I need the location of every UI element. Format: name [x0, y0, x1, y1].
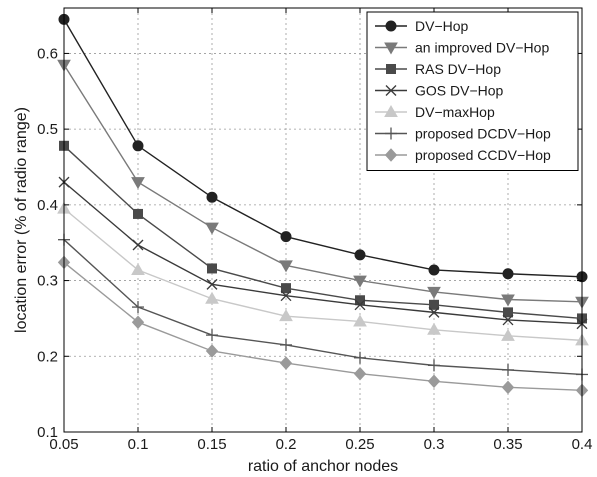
data-point [131, 262, 145, 275]
data-point [502, 268, 514, 280]
legend-label: RAS DV−Hop [415, 61, 501, 77]
legend-item: proposed CCDV−Hop [375, 147, 551, 163]
data-point [353, 314, 367, 327]
data-point [132, 239, 144, 251]
y-tick-label: 0.3 [37, 273, 58, 290]
x-axis-label: ratio of anchor nodes [248, 458, 398, 475]
series-line [63, 239, 583, 376]
data-point [132, 301, 144, 314]
data-point [280, 290, 292, 302]
y-tick-label: 0.6 [37, 45, 58, 62]
series-line [63, 181, 583, 325]
data-point [428, 264, 440, 276]
data-point [353, 275, 367, 288]
legend-marker [385, 85, 397, 96]
legend-label: an improved DV−Hop [415, 40, 549, 56]
data-point [280, 231, 292, 243]
data-point [501, 294, 515, 307]
legend-marker [386, 64, 396, 74]
series-line [63, 208, 583, 342]
data-point [502, 314, 514, 326]
legend-box [366, 11, 579, 171]
series-6 [57, 255, 589, 398]
legend-item: an improved DV−Hop [375, 40, 549, 56]
data-point [206, 329, 218, 342]
data-point [354, 299, 366, 311]
x-tick-label: 0.05 [49, 436, 78, 453]
legend-label: proposed CCDV−Hop [415, 147, 551, 163]
series-line [63, 145, 583, 320]
data-point [502, 363, 514, 376]
data-point [354, 249, 366, 261]
data-point [355, 295, 365, 306]
data-point [131, 315, 145, 329]
legend-item: RAS DV−Hop [375, 61, 501, 77]
y-tick-label: 0.5 [37, 121, 58, 138]
data-point [205, 222, 219, 235]
data-point [354, 351, 366, 364]
x-tick-label: 0.2 [276, 436, 297, 453]
data-point [281, 283, 291, 294]
y-tick-label: 0.2 [37, 348, 58, 365]
x-tick-label: 0.35 [493, 436, 522, 453]
data-point [132, 140, 144, 152]
data-point [428, 359, 440, 372]
data-point [353, 366, 367, 381]
x-tick-label: 0.15 [197, 436, 226, 453]
axes: 0.05 0.1 0.15 0.2 0.25 0.3 0.35 0.40.10.20.30.4… [37, 7, 593, 453]
legend-item: proposed DCDV−Hop [375, 126, 551, 142]
data-point [205, 344, 219, 358]
legend-marker [384, 104, 398, 117]
data-point [501, 380, 515, 395]
plot-frame [63, 7, 583, 433]
data-point [280, 338, 292, 351]
data-point [427, 374, 441, 389]
data-point [207, 263, 217, 274]
data-point [427, 286, 441, 299]
data-point [501, 328, 515, 341]
legend-marker [385, 20, 397, 32]
legend-label: GOS DV−Hop [415, 83, 504, 99]
legend-marker [385, 127, 397, 140]
data-point [131, 177, 145, 190]
x-tick-label: 0.25 [345, 436, 374, 453]
series-line [63, 64, 583, 303]
legend-label: proposed DCDV−Hop [415, 126, 551, 142]
series-line [63, 19, 583, 278]
series-3 [58, 176, 588, 330]
y-axis-label: location error (% of radio range) [13, 107, 30, 333]
data-point [429, 299, 439, 310]
data-point [427, 322, 441, 335]
x-tick-label: 0.1 [128, 436, 149, 453]
data-point [133, 208, 143, 219]
legend: DV−Hop an improved DV−Hop RAS DV−Hop GOS DV… [366, 11, 579, 171]
data-point [206, 191, 218, 203]
data-point [279, 260, 293, 273]
legend-label: DV−Hop [415, 18, 469, 34]
series-line [63, 261, 583, 392]
legend-marker [384, 42, 398, 55]
y-tick-label: 0.1 [37, 424, 58, 441]
series-4 [57, 201, 589, 346]
y-tick-label: 0.4 [37, 197, 58, 214]
x-tick-label: 0.3 [424, 436, 445, 453]
data-point [205, 291, 219, 304]
legend-item: DV−Hop [375, 18, 469, 34]
x-tick-label: 0.4 [572, 436, 593, 453]
legend-item: DV−maxHop [375, 104, 495, 120]
legend-item: GOS DV−Hop [375, 83, 504, 99]
legend-marker [384, 148, 398, 162]
data-point [503, 307, 513, 318]
data-point [279, 356, 293, 370]
data-point [279, 309, 293, 322]
data-point [206, 278, 218, 290]
series-5 [58, 233, 588, 381]
data-point [428, 306, 440, 318]
legend-label: DV−maxHop [415, 104, 495, 120]
